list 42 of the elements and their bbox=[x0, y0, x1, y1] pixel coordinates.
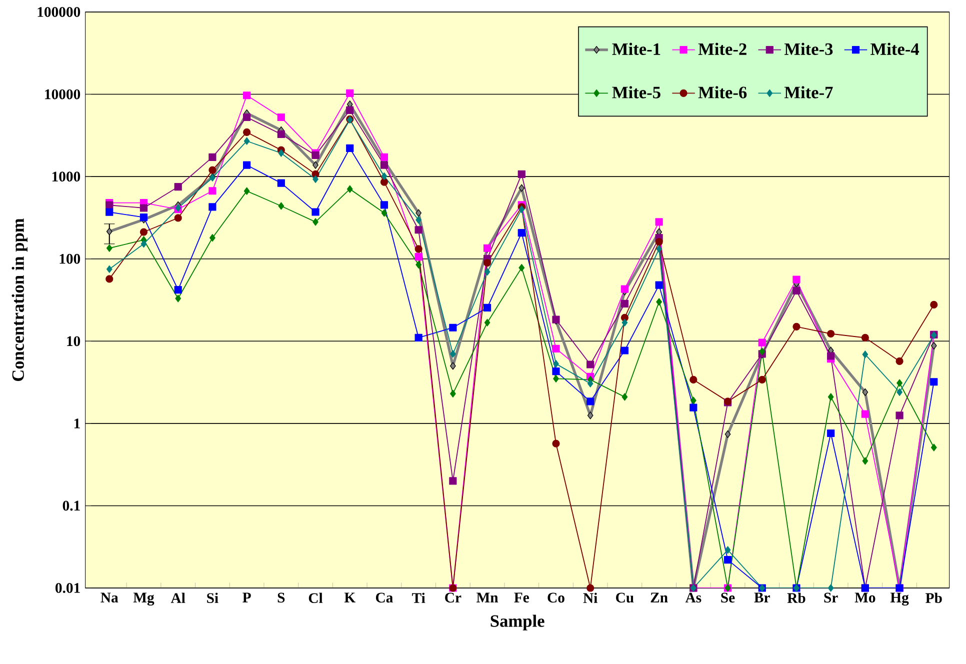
x-tick-label: Br bbox=[754, 592, 770, 602]
x-tick-label: As bbox=[685, 592, 702, 603]
legend-label: Mite-1 bbox=[612, 42, 660, 55]
x-tick-label: Hg bbox=[890, 592, 909, 606]
y-tick-label: 0.1 bbox=[62, 500, 80, 511]
x-tick-label: Ti bbox=[412, 592, 426, 603]
x-tick-label: Na bbox=[100, 592, 118, 602]
x-tick-label: Cr bbox=[445, 592, 462, 603]
x-tick-label: Pb bbox=[926, 592, 942, 604]
y-tick-label: 0.01 bbox=[56, 583, 80, 593]
x-tick-label: Co bbox=[548, 592, 564, 603]
x-tick-label: Al bbox=[170, 592, 186, 603]
legend-label: Mite-5 bbox=[612, 86, 660, 98]
x-tick-label: Ni bbox=[583, 592, 598, 603]
y-tick-label: 100 bbox=[60, 254, 80, 264]
x-tick-label: Rb bbox=[787, 592, 806, 604]
x-tick-label: S bbox=[278, 592, 285, 603]
x-axis-title: Sample bbox=[490, 614, 544, 630]
x-tick-label: Cu bbox=[616, 592, 634, 603]
x-tick-label: Mn bbox=[476, 592, 498, 602]
x-tick-label: Mg bbox=[133, 592, 154, 606]
x-tick-label: Ca bbox=[376, 592, 393, 603]
x-tick-label: Fe bbox=[514, 592, 529, 602]
legend-label: Mite-7 bbox=[784, 86, 833, 98]
x-tick-label: Sr bbox=[824, 592, 838, 603]
x-tick-label: P bbox=[242, 592, 251, 602]
x-tick-label: Mo bbox=[854, 592, 876, 602]
x-tick-label: Cl bbox=[308, 592, 323, 604]
y-tick-label: 1000 bbox=[52, 172, 80, 182]
legend-label: Mite-6 bbox=[698, 86, 747, 98]
y-axis-title: Concentration in ppm bbox=[12, 218, 28, 382]
legend-label: Mite-3 bbox=[784, 42, 833, 55]
y-tick-label: 100000 bbox=[38, 7, 80, 17]
x-tick-label: K bbox=[344, 592, 356, 602]
y-tick-label: 10000 bbox=[45, 89, 80, 100]
y-tick-label: 10 bbox=[67, 336, 80, 346]
legend-label: Mite-2 bbox=[698, 42, 746, 55]
x-tick-label: Se bbox=[721, 592, 735, 603]
legend-label: Mite-4 bbox=[870, 42, 920, 55]
x-tick-label: Zn bbox=[650, 592, 668, 602]
y-tick-label: 1 bbox=[74, 418, 80, 428]
x-tick-label: Si bbox=[207, 592, 218, 604]
